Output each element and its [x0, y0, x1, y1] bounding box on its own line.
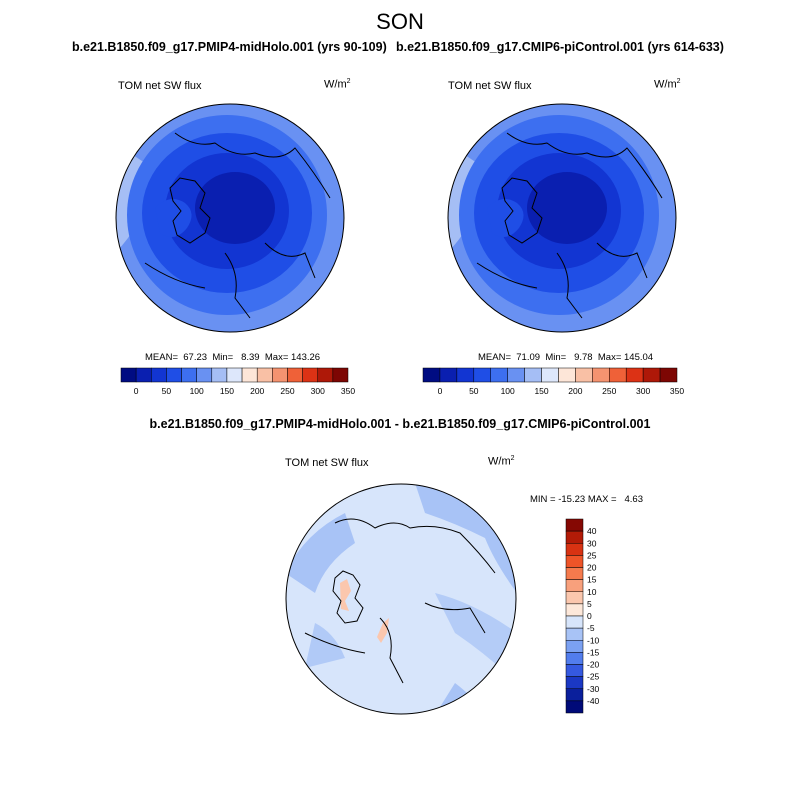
- diff-units-label: W/m2: [488, 455, 515, 468]
- colorbar-tick-label: 100: [501, 386, 515, 396]
- colorbar-tick-label: 200: [568, 386, 582, 396]
- right-polar-map: [447, 103, 677, 333]
- colorbar-box: [317, 367, 334, 383]
- colorbar-box: [456, 367, 475, 383]
- colorbar-box: [211, 367, 228, 383]
- colorbar-tick-label: 150: [220, 386, 234, 396]
- colorbar-tick-label: 250: [280, 386, 294, 396]
- left-case-title: b.e21.B1850.f09_g17.PMIP4-midHolo.001 (y…: [72, 40, 387, 54]
- colorbar-tick-label: -25: [587, 672, 600, 682]
- colorbar-box: [541, 367, 559, 383]
- colorbar-tick-label: 100: [190, 386, 204, 396]
- colorbar-tick-label: 25: [587, 550, 597, 560]
- colorbar-box: [565, 603, 584, 617]
- colorbar-box: [565, 579, 584, 592]
- colorbar-box: [565, 543, 584, 556]
- colorbar-tick-label: 10: [587, 587, 597, 597]
- colorbar-box: [490, 367, 508, 383]
- colorbar-box: [256, 367, 273, 383]
- colorbar-box: [565, 518, 584, 532]
- colorbar-tick-label: 30: [587, 538, 597, 548]
- left-polar-map: [115, 103, 345, 333]
- colorbar-tick-label: 250: [602, 386, 616, 396]
- difference-colorbar: 40 30 25 20 15 10 5 0 -5 -10 -15 -20 -25 -30 -40: [565, 518, 600, 714]
- colorbar-box: [609, 367, 627, 383]
- colorbar-box: [565, 700, 584, 714]
- colorbar-box: [473, 367, 491, 383]
- colorbar-box: [565, 652, 584, 665]
- colorbar-box: [565, 530, 584, 544]
- colorbar-box: [226, 367, 243, 383]
- colorbar-tick-label: 0: [134, 386, 139, 396]
- colorbar-box: [332, 367, 349, 383]
- right-colorbar: 0 50 100 150 200 250 300 350: [422, 367, 684, 396]
- colorbar-box: [241, 367, 258, 383]
- colorbar-box: [439, 367, 458, 383]
- diff-stats: MIN = -15.23 MAX = 4.63: [530, 494, 643, 505]
- colorbar-box: [565, 567, 584, 580]
- left-stats: MEAN= 67.23 Min= 8.39 Max= 143.26: [145, 352, 321, 363]
- colorbar-tick-label: 0: [438, 386, 443, 396]
- colorbar-tick-label: 350: [670, 386, 684, 396]
- colorbar-tick-label: 20: [587, 563, 597, 573]
- difference-polar-map: [285, 483, 517, 715]
- colorbar-tick-label: 200: [250, 386, 264, 396]
- colorbar-tick-label: -30: [587, 684, 600, 694]
- diff-field-label: TOM net SW flux: [285, 457, 369, 469]
- colorbar-box: [196, 367, 213, 383]
- colorbar-box: [565, 555, 584, 568]
- colorbar-tick-label: 5: [587, 599, 592, 609]
- colorbar-box: [565, 615, 584, 629]
- colorbar-box: [524, 367, 542, 383]
- colorbar-tick-label: 50: [162, 386, 172, 396]
- colorbar-box: [592, 367, 610, 383]
- colorbar-box: [575, 367, 593, 383]
- colorbar-box: [287, 367, 303, 383]
- colorbar-box: [135, 367, 152, 383]
- colorbar-box: [565, 591, 584, 605]
- colorbar-box: [507, 367, 525, 383]
- colorbar-box: [642, 367, 661, 383]
- colorbar-tick-label: 150: [534, 386, 548, 396]
- colorbar-tick-label: -20: [587, 660, 600, 670]
- colorbar-tick-label: -10: [587, 635, 600, 645]
- colorbar-box: [302, 367, 318, 383]
- colorbar-tick-label: -15: [587, 647, 600, 657]
- colorbar-box: [659, 367, 678, 383]
- left-units-label: W/m2: [324, 78, 351, 91]
- colorbar-tick-label: 350: [341, 386, 355, 396]
- colorbar-box: [565, 640, 584, 653]
- colorbar-tick-label: 300: [636, 386, 650, 396]
- left-field-label: TOM net SW flux: [118, 80, 202, 92]
- colorbar-box: [558, 367, 576, 383]
- right-units-label: W/m2: [654, 78, 681, 91]
- colorbar-box: [166, 367, 182, 383]
- right-stats: MEAN= 71.09 Min= 9.78 Max= 145.04: [478, 352, 654, 363]
- colorbar-box: [120, 367, 137, 383]
- right-field-label: TOM net SW flux: [448, 80, 532, 92]
- colorbar-box: [565, 676, 584, 689]
- colorbar-box: [151, 367, 167, 383]
- colorbar-box: [625, 367, 644, 383]
- colorbar-tick-label: -5: [587, 623, 595, 633]
- season-title: SON: [376, 9, 424, 34]
- colorbar-box: [422, 367, 441, 383]
- left-colorbar: 0 50 100 150 200 250 300 350: [120, 367, 355, 396]
- colorbar-tick-label: 50: [469, 386, 479, 396]
- colorbar-tick-label: -40: [587, 696, 600, 706]
- colorbar-tick-label: 15: [587, 575, 597, 585]
- difference-title: b.e21.B1850.f09_g17.PMIP4-midHolo.001 - …: [149, 417, 651, 431]
- colorbar-box: [565, 627, 584, 641]
- right-case-title: b.e21.B1850.f09_g17.CMIP6-piControl.001 …: [396, 40, 724, 54]
- colorbar-box: [565, 664, 584, 677]
- colorbar-tick-label: 300: [311, 386, 325, 396]
- colorbar-box: [272, 367, 288, 383]
- colorbar-box: [181, 367, 197, 383]
- colorbar-tick-label: 0: [587, 611, 592, 621]
- colorbar-box: [565, 688, 584, 702]
- colorbar-tick-label: 40: [587, 526, 597, 536]
